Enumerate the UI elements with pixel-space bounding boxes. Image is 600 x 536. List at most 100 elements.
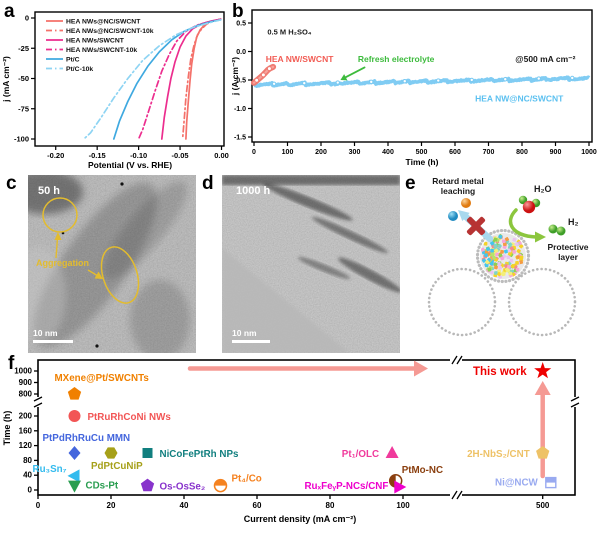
marker-tri-right (394, 480, 407, 494)
x-tick-label: 200 (315, 149, 327, 156)
aggregation-arrow-right (87, 269, 99, 277)
y-tick-label: -75 (18, 104, 29, 113)
data-point-label: CDs-Pt (86, 481, 119, 492)
scale-bar-label: 10 nm (232, 328, 257, 338)
curve-pt-c (112, 18, 222, 140)
mosaic-tile (507, 251, 512, 256)
h2o-label: H₂O (534, 184, 552, 194)
x-tick-label: 600 (449, 149, 461, 156)
mosaic-tile (497, 271, 502, 277)
marker-tri-up (385, 446, 399, 458)
y-axis-label: Time (h) (2, 411, 12, 446)
mosaic-tile (489, 253, 494, 258)
scale-bar (33, 340, 73, 343)
curve-hea-nws-swcnt-10k (137, 18, 222, 140)
mosaic-tile (484, 263, 489, 268)
mosaic-tile (501, 239, 506, 244)
aggregation-circle (42, 197, 78, 233)
x-tick-label: -0.05 (172, 151, 189, 160)
x-tick-label: 500 (536, 501, 550, 510)
mosaic-tile (503, 249, 509, 254)
x-tick-label: 700 (483, 149, 495, 156)
x-tick-label: 500 (416, 149, 428, 156)
marker-diamond (68, 446, 81, 460)
marker-half-square (545, 476, 557, 489)
mosaic-tile (491, 255, 497, 260)
aggregation-label: Aggregation (36, 258, 89, 268)
legend-label: Pt/C-10k (66, 66, 93, 73)
panel-d-tem-image: 1000 h 10 nm (222, 175, 400, 353)
aggregation-annotation: Aggregation (36, 197, 140, 304)
tem-time-label-50h: 50 h (38, 185, 60, 197)
protective-layer-label-line1: Protective (547, 242, 588, 252)
y-tick-label: 0.0 (236, 49, 246, 56)
mosaic-tile (483, 241, 488, 246)
y-tick-label: 80 (23, 456, 32, 465)
mosaic-tile (497, 269, 501, 274)
mosaic-tile (515, 261, 519, 265)
scale-bar (232, 340, 270, 343)
mosaic-tile (515, 267, 520, 272)
aggregation-arrow-up (55, 237, 59, 259)
mosaic-tile (493, 243, 498, 248)
legend-label: HEA NWs@NC/SWCNT (66, 19, 141, 26)
data-point-mxene-pt-swcnts: MXene@Pt/SWCNTs (55, 373, 149, 400)
panel-f-comparison-chart: 0 20 40 60 80 100 500 0 40 80 120 160 200 800 900 1000 C… (2, 355, 580, 524)
reaction-arrow (508, 208, 538, 239)
tem-substrate-region (222, 248, 350, 353)
x-tick-label: 100 (282, 149, 294, 156)
tem-micrograph-1000h (222, 175, 400, 353)
y-tick-label: -50 (18, 74, 29, 83)
x-tick-label: 400 (382, 149, 394, 156)
marker-tri-left (67, 469, 80, 483)
x-tick-label: 900 (550, 149, 562, 156)
mosaic-tile (494, 271, 498, 275)
data-point-label: Pt₁/OLC (342, 449, 379, 460)
refresh-arrow (340, 66, 366, 81)
y-tick-label: -0.5 (234, 78, 246, 85)
x-tick-label: -0.20 (47, 151, 64, 160)
y-tick-label: 0.5 (236, 21, 246, 28)
trend-arrow-vertical (534, 381, 551, 479)
y-tick-label: -25 (18, 44, 29, 53)
axes-frame (37, 359, 576, 496)
x-tick-label: 60 (253, 501, 262, 510)
y-tick-label: -100 (14, 135, 29, 144)
data-point-pt-co: Pt₄/Co (213, 474, 262, 493)
mosaic-tile (512, 250, 516, 254)
scale-bar-label: 10 nm (33, 328, 58, 338)
mosaic-tile (509, 258, 514, 263)
mosaic-tile (508, 271, 513, 276)
y-tick-label: 800 (19, 390, 33, 399)
data-point-label: RuₓFeᵧP-NCs/CNF (304, 481, 388, 492)
marker-hexagon (104, 447, 118, 459)
panel-d-letter: d (202, 173, 214, 194)
axis-break (570, 396, 580, 408)
data-point-pdptcunip: PdPtCuNiP (91, 447, 143, 472)
panel-a-letter: a (4, 1, 15, 22)
data-point-this-work: This work (473, 362, 552, 379)
data-point-ptpdrhrucu-mmn: PtPdRhRuCu MMN (43, 433, 130, 460)
mosaic-tile (484, 253, 488, 258)
data-point-nicofeptrh-nps: NiCoFePtRh NPs (142, 448, 239, 460)
y-axis-label: j (A cm⁻²) (230, 57, 240, 96)
y-tick-label: 160 (19, 426, 33, 435)
metal-atom-orange (461, 198, 471, 208)
mosaic-tile (494, 248, 499, 253)
aggregation-arrowhead-right (94, 271, 103, 279)
x-axis-label: Potential (V vs. RHE) (88, 160, 172, 170)
y-tick-label: -1.5 (234, 135, 246, 142)
protective-layer-ring (475, 228, 531, 284)
metal-atom-blue (448, 211, 458, 221)
data-point-os-osse-: Os-OsSe₂ (140, 478, 205, 493)
mosaic-tile (508, 242, 513, 247)
mosaic-tile (489, 241, 495, 246)
marker-half-circle-top (213, 478, 228, 493)
data-point-label: NiCoFePtRh NPs (160, 449, 239, 460)
data-point-cds-pt: CDs-Pt (68, 481, 119, 493)
mosaic-tile (485, 259, 490, 265)
y-axis-label: j (mA cm⁻²) (1, 56, 11, 103)
mosaic-tile (504, 267, 510, 272)
leaching-arrowhead (458, 210, 470, 222)
x-tick-label: 80 (326, 501, 335, 510)
